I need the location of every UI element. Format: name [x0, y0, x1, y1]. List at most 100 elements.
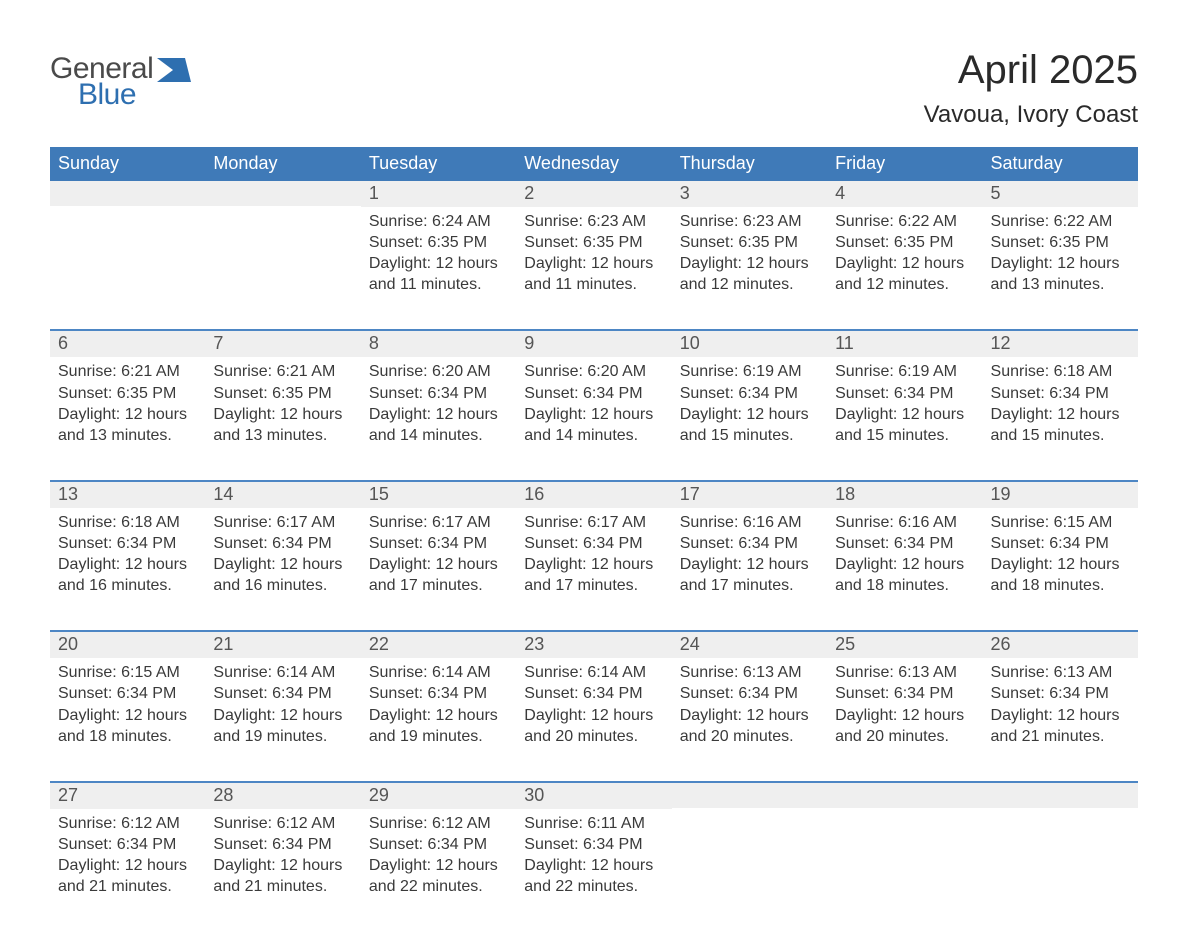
day-cell: 5Sunrise: 6:22 AMSunset: 6:35 PMDaylight… — [983, 181, 1138, 301]
sunrise-text: Sunrise: 6:14 AM — [369, 662, 508, 683]
daylight-text: and 16 minutes. — [213, 575, 352, 596]
day-number: 7 — [205, 331, 360, 357]
day-cell: 6Sunrise: 6:21 AMSunset: 6:35 PMDaylight… — [50, 331, 205, 451]
day-info: Sunrise: 6:20 AMSunset: 6:34 PMDaylight:… — [369, 361, 508, 445]
day-number: 12 — [983, 331, 1138, 357]
daylight-text: and 20 minutes. — [835, 726, 974, 747]
sunset-text: Sunset: 6:34 PM — [369, 533, 508, 554]
sunset-text: Sunset: 6:34 PM — [524, 834, 663, 855]
daylight-text: and 16 minutes. — [58, 575, 197, 596]
day-cell: 26Sunrise: 6:13 AMSunset: 6:34 PMDayligh… — [983, 632, 1138, 752]
daylight-text: Daylight: 12 hours — [369, 554, 508, 575]
sunrise-text: Sunrise: 6:21 AM — [58, 361, 197, 382]
sunrise-text: Sunrise: 6:14 AM — [524, 662, 663, 683]
daylight-text: and 21 minutes. — [991, 726, 1130, 747]
day-info: Sunrise: 6:21 AMSunset: 6:35 PMDaylight:… — [213, 361, 352, 445]
day-number — [205, 181, 360, 206]
sunset-text: Sunset: 6:35 PM — [369, 232, 508, 253]
daylight-text: Daylight: 12 hours — [213, 705, 352, 726]
day-info: Sunrise: 6:17 AMSunset: 6:34 PMDaylight:… — [524, 512, 663, 596]
daylight-text: Daylight: 12 hours — [835, 404, 974, 425]
day-cell: 25Sunrise: 6:13 AMSunset: 6:34 PMDayligh… — [827, 632, 982, 752]
daylight-text: and 20 minutes. — [524, 726, 663, 747]
sunset-text: Sunset: 6:34 PM — [369, 383, 508, 404]
sunset-text: Sunset: 6:34 PM — [835, 533, 974, 554]
location-label: Vavoua, Ivory Coast — [924, 101, 1138, 129]
day-cell: 13Sunrise: 6:18 AMSunset: 6:34 PMDayligh… — [50, 482, 205, 602]
day-info: Sunrise: 6:21 AMSunset: 6:35 PMDaylight:… — [58, 361, 197, 445]
daylight-text: and 15 minutes. — [680, 425, 819, 446]
day-cell: 8Sunrise: 6:20 AMSunset: 6:34 PMDaylight… — [361, 331, 516, 451]
day-cell — [672, 783, 827, 903]
week-row: 6Sunrise: 6:21 AMSunset: 6:35 PMDaylight… — [50, 329, 1138, 451]
day-number: 26 — [983, 632, 1138, 658]
day-cell: 3 Sunrise: 6:23 AMSunset: 6:35 PMDaylight… — [672, 181, 827, 301]
day-cell: 17Sunrise: 6:16 AMSunset: 6:34 PMDayligh… — [672, 482, 827, 602]
sunset-text: Sunset: 6:34 PM — [680, 683, 819, 704]
sunset-text: Sunset: 6:34 PM — [524, 533, 663, 554]
daylight-text: and 13 minutes. — [991, 274, 1130, 295]
sunset-text: Sunset: 6:34 PM — [369, 834, 508, 855]
day-cell: 11Sunrise: 6:19 AMSunset: 6:34 PMDayligh… — [827, 331, 982, 451]
sunset-text: Sunset: 6:34 PM — [991, 533, 1130, 554]
day-info: Sunrise: 6:14 AMSunset: 6:34 PMDaylight:… — [213, 662, 352, 746]
day-number: 2 — [516, 181, 671, 207]
daylight-text: and 17 minutes. — [369, 575, 508, 596]
day-number: 9 — [516, 331, 671, 357]
daylight-text: Daylight: 12 hours — [58, 705, 197, 726]
weekday-header: Sunday — [50, 147, 205, 181]
daylight-text: Daylight: 12 hours — [369, 855, 508, 876]
daylight-text: Daylight: 12 hours — [369, 705, 508, 726]
daylight-text: and 14 minutes. — [524, 425, 663, 446]
day-info: Sunrise: 6:19 AMSunset: 6:34 PMDaylight:… — [680, 361, 819, 445]
week-row: 20Sunrise: 6:15 AMSunset: 6:34 PMDayligh… — [50, 630, 1138, 752]
sunset-text: Sunset: 6:34 PM — [835, 683, 974, 704]
sunset-text: Sunset: 6:35 PM — [680, 232, 819, 253]
day-cell — [50, 181, 205, 301]
day-info: Sunrise: 6:16 AMSunset: 6:34 PMDaylight:… — [680, 512, 819, 596]
day-info: Sunrise: 6:15 AMSunset: 6:34 PMDaylight:… — [58, 662, 197, 746]
sunrise-text: Sunrise: 6:20 AM — [369, 361, 508, 382]
day-cell: 12 Sunrise: 6:18 AMSunset: 6:34 PMDayligh… — [983, 331, 1138, 451]
day-number — [672, 783, 827, 808]
daylight-text: and 19 minutes. — [369, 726, 508, 747]
daylight-text: Daylight: 12 hours — [991, 705, 1130, 726]
day-info: Sunrise: 6:12 AMSunset: 6:34 PMDaylight:… — [213, 813, 352, 897]
sunrise-text: Sunrise: 6:17 AM — [524, 512, 663, 533]
day-cell: 10 Sunrise: 6:19 AMSunset: 6:34 PMDayligh… — [672, 331, 827, 451]
sunrise-text: Sunrise: 6:16 AM — [680, 512, 819, 533]
daylight-text: and 22 minutes. — [524, 876, 663, 897]
sunrise-text: Sunrise: 6:17 AM — [213, 512, 352, 533]
week-row: 1 Sunrise: 6:24 AMSunset: 6:35 PMDaylight… — [50, 181, 1138, 301]
day-number: 27 — [50, 783, 205, 809]
sunrise-text: Sunrise: 6:14 AM — [213, 662, 352, 683]
day-number: 1 — [361, 181, 516, 207]
day-cell: 15Sunrise: 6:17 AMSunset: 6:34 PMDayligh… — [361, 482, 516, 602]
day-info: Sunrise: 6:18 AMSunset: 6:34 PMDaylight:… — [991, 361, 1130, 445]
day-number: 13 — [50, 482, 205, 508]
day-info: Sunrise: 6:19 AMSunset: 6:34 PMDaylight:… — [835, 361, 974, 445]
sunrise-text: Sunrise: 6:13 AM — [835, 662, 974, 683]
calendar-grid: Sunday Monday Tuesday Wednesday Thursday… — [50, 147, 1138, 903]
daylight-text: and 13 minutes. — [213, 425, 352, 446]
day-number: 21 — [205, 632, 360, 658]
weekday-header: Saturday — [983, 147, 1138, 181]
day-number: 25 — [827, 632, 982, 658]
weekday-header: Wednesday — [516, 147, 671, 181]
day-number: 3 — [672, 181, 827, 207]
day-cell: 24Sunrise: 6:13 AMSunset: 6:34 PMDayligh… — [672, 632, 827, 752]
day-number: 23 — [516, 632, 671, 658]
day-cell: 22Sunrise: 6:14 AMSunset: 6:34 PMDayligh… — [361, 632, 516, 752]
day-info: Sunrise: 6:24 AMSunset: 6:35 PMDaylight:… — [369, 211, 508, 295]
day-number — [983, 783, 1138, 808]
sunrise-text: Sunrise: 6:12 AM — [58, 813, 197, 834]
day-number — [827, 783, 982, 808]
day-number: 24 — [672, 632, 827, 658]
sunset-text: Sunset: 6:34 PM — [524, 683, 663, 704]
day-info: Sunrise: 6:23 AMSunset: 6:35 PMDaylight:… — [680, 211, 819, 295]
daylight-text: Daylight: 12 hours — [991, 404, 1130, 425]
daylight-text: Daylight: 12 hours — [835, 253, 974, 274]
day-number: 30 — [516, 783, 671, 809]
daylight-text: Daylight: 12 hours — [58, 554, 197, 575]
day-number: 10 — [672, 331, 827, 357]
